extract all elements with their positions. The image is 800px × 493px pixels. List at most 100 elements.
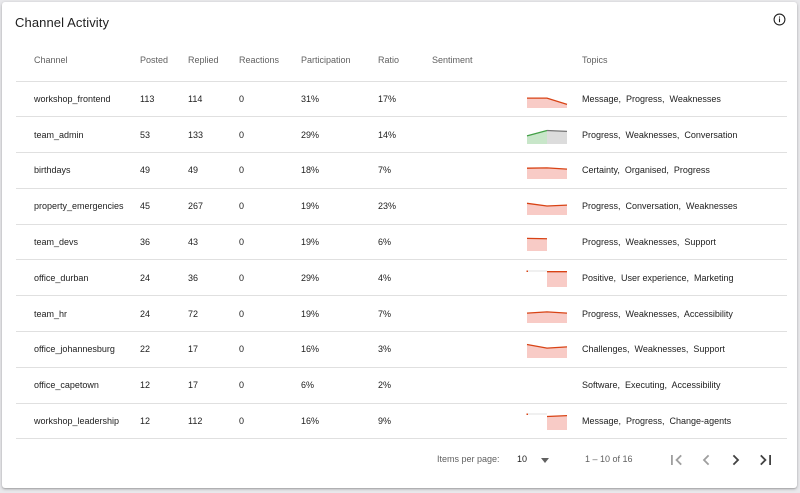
sparkline-start-dot [526, 270, 528, 272]
column-header-participation[interactable]: Participation [301, 39, 378, 82]
cell-reactions: 0 [239, 81, 301, 118]
cell-sentiment [432, 259, 512, 297]
table-row[interactable]: office_capetown 12 17 0 6% 2% Software, Execut… [16, 367, 787, 404]
cell-topics: Message, Progress, Change-agents [582, 403, 787, 440]
cell-topics: Progress, Weaknesses, Conversation [582, 116, 787, 154]
cell-replied: 49 [188, 152, 239, 189]
card-title: Channel Activity [15, 15, 110, 30]
cell-participation: 19% [301, 188, 378, 225]
cell-sentiment-sparkline [512, 367, 582, 404]
sparkline-line [546, 415, 568, 418]
cell-posted: 53 [140, 116, 188, 154]
cell-sentiment-sparkline [512, 259, 582, 297]
cell-topics: Progress, Weaknesses, Support [582, 224, 787, 261]
cell-participation: 16% [301, 403, 378, 440]
table-row[interactable]: team_hr 24 72 0 19% 7% Progress, Weaknesses, A… [16, 295, 787, 333]
sparkline-area [527, 238, 547, 252]
cell-posted: 49 [140, 152, 188, 189]
first-page-button[interactable] [664, 448, 688, 472]
items-per-page-value: 10 [517, 454, 528, 464]
cell-ratio: 3% [378, 331, 432, 368]
cell-replied: 17 [188, 331, 239, 368]
column-header-posted[interactable]: Posted [140, 39, 188, 82]
cell-posted: 12 [140, 367, 188, 404]
cell-posted: 113 [140, 81, 188, 118]
chevron-left-icon [702, 454, 710, 466]
last-page-icon [760, 454, 771, 466]
previous-page-button[interactable] [694, 448, 718, 472]
next-page-button[interactable] [724, 448, 748, 472]
cell-posted: 22 [140, 331, 188, 368]
table-row[interactable]: office_johannesburg 22 17 0 16% 3% Challenges,… [16, 331, 787, 368]
sentiment-sparkline [526, 413, 568, 431]
cell-topics: Software, Executing, Accessibility [582, 367, 787, 404]
cell-sentiment [432, 81, 512, 118]
sparkline-area [547, 415, 567, 431]
sparkline-area [527, 344, 567, 359]
cell-channel: team_devs [16, 224, 140, 261]
cell-topics: Challenges, Weaknesses, Support [582, 331, 787, 368]
sentiment-sparkline [526, 129, 568, 144]
table-row[interactable]: team_devs 36 43 0 19% 6% Progress, Weaknesses,… [16, 224, 787, 261]
cell-sentiment-sparkline [512, 295, 582, 333]
column-header-channel[interactable]: Channel [16, 39, 140, 82]
table-row[interactable]: workshop_frontend 113 114 0 31% 17% Message, P… [16, 81, 787, 118]
cell-channel: birthdays [16, 152, 140, 189]
cell-replied: 267 [188, 188, 239, 225]
cell-sentiment [432, 224, 512, 261]
cell-replied: 133 [188, 116, 239, 154]
cell-sentiment [432, 152, 512, 189]
table-row[interactable]: team_admin 53 133 0 29% 14% Progress, Weakness… [16, 116, 787, 154]
cell-reactions: 0 [239, 152, 301, 189]
cell-participation: 16% [301, 331, 378, 368]
column-header-topics[interactable]: Topics [582, 39, 787, 82]
channel-table: Channel Posted Replied Reactions Partici… [16, 39, 787, 440]
last-page-button[interactable] [754, 448, 778, 472]
cell-reactions: 0 [239, 295, 301, 333]
cell-channel: office_capetown [16, 367, 140, 404]
sparkline-area-positive [527, 130, 547, 144]
sentiment-sparkline [526, 237, 548, 252]
cell-posted: 24 [140, 295, 188, 333]
cell-sentiment [432, 295, 512, 333]
cell-reactions: 0 [239, 331, 301, 368]
cell-sentiment [432, 367, 512, 404]
cell-channel: team_admin [16, 116, 140, 154]
cell-replied: 112 [188, 403, 239, 440]
column-header-replied[interactable]: Replied [188, 39, 239, 82]
cell-sentiment [432, 331, 512, 368]
table-row[interactable]: birthdays 49 49 0 18% 7% Certainty, Organised,… [16, 152, 787, 189]
table-row[interactable]: workshop_leadership 12 112 0 16% 9% Message, P… [16, 403, 787, 440]
cell-channel: workshop_frontend [16, 81, 140, 118]
cell-topics: Certainty, Organised, Progress [582, 152, 787, 189]
chevron-right-icon [732, 454, 740, 466]
cell-replied: 36 [188, 259, 239, 297]
sparkline-area [547, 271, 567, 287]
cell-participation: 29% [301, 116, 378, 154]
cell-reactions: 0 [239, 259, 301, 297]
table-row[interactable]: office_durban 24 36 0 29% 4% Positive, User ex… [16, 259, 787, 297]
cell-sentiment [432, 188, 512, 225]
cell-channel: workshop_leadership [16, 403, 140, 440]
info-icon[interactable] [773, 13, 786, 26]
cell-posted: 45 [140, 188, 188, 225]
cell-channel: property_emergencies [16, 188, 140, 225]
sparkline-line [526, 202, 568, 207]
cell-sentiment-sparkline [512, 81, 582, 118]
column-header-ratio[interactable]: Ratio [378, 39, 432, 82]
sparkline-line-positive [526, 129, 548, 137]
sparkline-line [526, 310, 568, 314]
column-header-sentiment[interactable]: Sentiment [432, 39, 512, 82]
cell-channel: office_durban [16, 259, 140, 297]
sentiment-sparkline [526, 167, 568, 180]
items-per-page-select[interactable]: 10 [515, 449, 551, 471]
channel-activity-card: Channel Activity Channel Posted Replied … [2, 2, 797, 488]
cell-replied: 114 [188, 81, 239, 118]
column-header-reactions[interactable]: Reactions [239, 39, 301, 82]
sparkline-area [527, 168, 567, 180]
sentiment-sparkline [527, 97, 568, 108]
sentiment-sparkline [526, 202, 568, 216]
cell-sentiment [432, 116, 512, 154]
cell-posted: 24 [140, 259, 188, 297]
table-row[interactable]: property_emergencies 45 267 0 19% 23% Progress… [16, 188, 787, 225]
